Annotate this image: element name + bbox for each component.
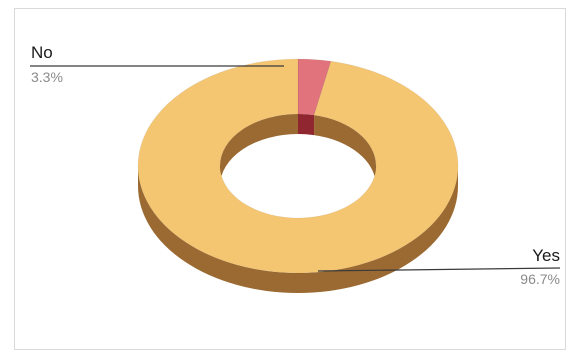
slice-labels: No 3.3% Yes 96.7%: [30, 43, 561, 287]
donut-slices: [137, 58, 459, 293]
outer-wall-yes: [138, 166, 458, 293]
slice-value-yes: 96.7%: [520, 271, 560, 287]
slice-yes: [137, 58, 459, 274]
leader-line-yes: [317, 267, 561, 272]
inner-wall-no-0: [298, 114, 315, 136]
slice-label-no: No: [31, 43, 53, 62]
slice-value-no: 3.3%: [31, 69, 63, 85]
inner-wall-yes-0: [314, 115, 376, 186]
slice-label-yes: Yes: [532, 246, 560, 265]
inner-wall-yes-1: [220, 114, 298, 186]
